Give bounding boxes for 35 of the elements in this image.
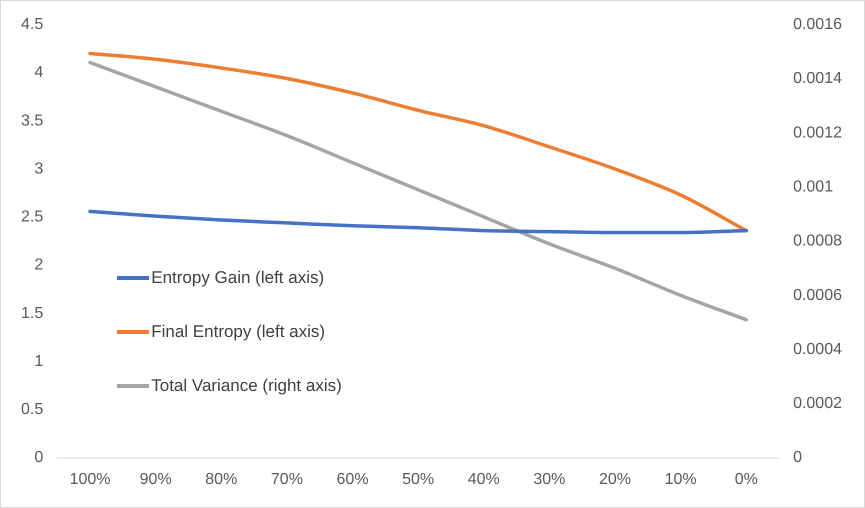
y2-tick-label: 0.0002 bbox=[793, 395, 842, 412]
line-series bbox=[88, 210, 748, 234]
y2-tick-label: 0.0014 bbox=[793, 70, 842, 88]
y2-tick-label: 0 bbox=[793, 449, 802, 466]
x-tick-label: 10% bbox=[664, 470, 697, 488]
y-tick-label: 3.5 bbox=[20, 112, 44, 130]
y2-tick-label: 0.001 bbox=[793, 178, 834, 196]
x-tick-label: 100% bbox=[70, 470, 111, 488]
y-tick-label: 4.5 bbox=[20, 16, 44, 34]
y-tick-label: 0 bbox=[34, 449, 44, 466]
y-tick-label: 2.5 bbox=[20, 208, 44, 226]
y-tick-label: 0.5 bbox=[20, 401, 44, 418]
x-tick-label: 80% bbox=[205, 470, 238, 488]
y-tick-label: 1.5 bbox=[20, 304, 44, 322]
y2-tick-label: 0.0012 bbox=[793, 124, 842, 142]
legend-label: Total Variance (right axis) bbox=[151, 376, 342, 396]
y2-tick-label: 0.0008 bbox=[793, 232, 842, 250]
legend-label: Entropy Gain (left axis) bbox=[151, 268, 324, 288]
x-tick-label: 20% bbox=[598, 470, 632, 488]
y-tick-label: 3 bbox=[34, 160, 44, 178]
x-tick-label: 60% bbox=[336, 470, 369, 488]
legend-label: Final Entropy (left axis) bbox=[151, 322, 326, 342]
y2-tick-label: 0.0004 bbox=[793, 340, 842, 358]
y2-tick-label: 0.0016 bbox=[793, 16, 842, 34]
x-tick-label: 50% bbox=[402, 470, 434, 488]
x-tick-label: 0% bbox=[734, 470, 758, 488]
x-tick-label: 90% bbox=[140, 470, 172, 488]
y-tick-label: 1 bbox=[34, 352, 44, 370]
x-tick-label: 40% bbox=[468, 470, 500, 488]
y-tick-label: 2 bbox=[34, 256, 44, 274]
y-tick-label: 4 bbox=[34, 64, 44, 82]
y2-tick-label: 0.0006 bbox=[793, 286, 842, 304]
x-tick-label: 30% bbox=[533, 470, 566, 488]
x-tick-label: 70% bbox=[270, 470, 303, 488]
line-series bbox=[88, 60, 748, 322]
